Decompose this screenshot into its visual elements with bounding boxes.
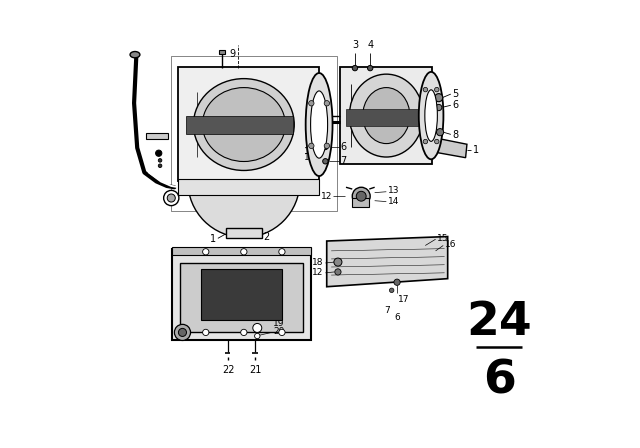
Circle shape [335, 269, 341, 275]
Bar [220, 50, 225, 54]
Circle shape [324, 143, 330, 149]
Circle shape [423, 139, 428, 144]
Bar [346, 109, 422, 126]
Text: 3: 3 [352, 40, 358, 50]
Text: 5: 5 [452, 89, 458, 99]
Circle shape [203, 329, 209, 336]
Circle shape [158, 159, 162, 162]
Ellipse shape [202, 88, 285, 161]
Bar [172, 247, 311, 255]
Text: 22: 22 [222, 365, 234, 375]
Ellipse shape [349, 74, 423, 157]
Circle shape [179, 328, 186, 336]
Circle shape [352, 187, 370, 205]
Circle shape [394, 279, 400, 285]
Bar [172, 56, 337, 211]
Ellipse shape [310, 91, 328, 158]
Text: 6: 6 [483, 358, 516, 403]
Circle shape [356, 191, 366, 201]
Circle shape [435, 94, 443, 102]
Text: 19: 19 [273, 319, 284, 328]
Circle shape [436, 129, 444, 136]
Ellipse shape [363, 88, 410, 143]
Text: 6: 6 [340, 142, 346, 152]
Circle shape [156, 150, 162, 156]
Text: 6: 6 [394, 313, 400, 322]
Text: 9: 9 [230, 49, 236, 59]
Text: 24: 24 [467, 300, 532, 345]
Circle shape [203, 249, 209, 255]
Ellipse shape [425, 90, 437, 142]
Ellipse shape [419, 72, 444, 159]
Text: 15: 15 [437, 234, 449, 243]
Text: 7: 7 [340, 156, 346, 166]
Wedge shape [188, 181, 300, 237]
Circle shape [279, 249, 285, 255]
Text: 20: 20 [273, 327, 284, 336]
Ellipse shape [193, 79, 294, 171]
Circle shape [164, 190, 179, 206]
Bar [172, 249, 311, 340]
Circle shape [435, 87, 439, 92]
Text: 11: 11 [304, 153, 316, 162]
Circle shape [435, 139, 439, 144]
Text: 4: 4 [367, 40, 373, 50]
Circle shape [253, 323, 262, 332]
Bar [180, 263, 303, 332]
Bar [178, 179, 319, 195]
Bar [146, 133, 168, 139]
Text: 12: 12 [321, 192, 332, 201]
Text: 21: 21 [249, 365, 261, 375]
Circle shape [334, 258, 342, 266]
Text: 10: 10 [304, 147, 316, 156]
Bar [186, 116, 293, 134]
Text: 13: 13 [388, 186, 399, 195]
Circle shape [436, 104, 442, 111]
Circle shape [352, 65, 358, 71]
Circle shape [279, 329, 285, 336]
Circle shape [389, 288, 394, 293]
Circle shape [323, 159, 328, 164]
Text: 2: 2 [264, 233, 270, 242]
Circle shape [308, 143, 314, 149]
Text: 16: 16 [445, 240, 456, 249]
Text: 12: 12 [312, 268, 324, 277]
Circle shape [323, 144, 328, 150]
Text: 17: 17 [398, 295, 410, 304]
Polygon shape [327, 237, 448, 287]
Circle shape [241, 329, 247, 336]
Bar [340, 67, 432, 164]
Circle shape [423, 87, 428, 92]
Circle shape [174, 324, 191, 340]
Circle shape [367, 65, 373, 71]
Bar [352, 198, 369, 207]
Text: 6: 6 [452, 100, 458, 110]
Circle shape [255, 333, 260, 339]
Circle shape [324, 101, 330, 106]
Circle shape [241, 249, 247, 255]
Text: 14: 14 [388, 197, 399, 206]
Text: 7: 7 [385, 306, 390, 314]
Ellipse shape [130, 52, 140, 58]
Polygon shape [436, 138, 467, 158]
Circle shape [158, 164, 162, 168]
Text: 8: 8 [452, 130, 458, 140]
Bar [202, 269, 282, 320]
Ellipse shape [306, 73, 333, 176]
Text: 1: 1 [473, 145, 479, 155]
Circle shape [167, 194, 175, 202]
Bar [178, 67, 319, 181]
Circle shape [308, 101, 314, 106]
Text: 1: 1 [210, 234, 216, 244]
Bar [226, 228, 262, 238]
Text: 18: 18 [312, 258, 324, 267]
